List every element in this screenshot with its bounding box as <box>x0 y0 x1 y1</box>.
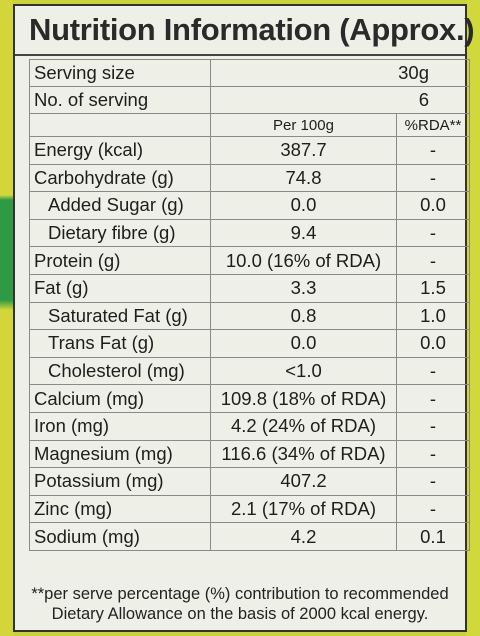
nutrient-value: 4.2 <box>210 522 397 551</box>
serving-count-row: No. of serving 6 <box>29 86 470 114</box>
nutrient-value: 407.2 <box>210 467 397 496</box>
nutrient-value: 116.6 (34% of RDA) <box>210 439 397 469</box>
nutrient-rda: - <box>396 163 470 193</box>
nutrient-value: 74.8 <box>210 163 397 193</box>
nutrient-rda: - <box>396 494 470 524</box>
nutrient-row: Potassium (mg) 407.2- <box>29 467 470 496</box>
nutrient-name: Energy (kcal) <box>29 136 211 165</box>
nutrient-row: Protein (g) 10.0 (16% of RDA) - <box>29 246 470 275</box>
nutrient-name: Protein (g) <box>29 246 211 275</box>
nutrient-value: 9.4 <box>210 218 397 248</box>
nutrient-row: Energy (kcal) 387.7- <box>29 136 470 165</box>
nutrient-row: Magnesium (mg) 116.6 (34% of RDA) - <box>29 439 470 469</box>
column-header-row: Per 100g %RDA** <box>29 113 470 137</box>
nutrient-rda: - <box>396 467 470 496</box>
footnote: **per serve percentage (%) contribution … <box>15 584 465 624</box>
nutrient-name: Saturated Fat (g) <box>29 301 211 331</box>
nutrient-row: Zinc (mg) 2.1 (17% of RDA) - <box>29 494 470 524</box>
nutrient-value: 10.0 (16% of RDA) <box>210 246 397 275</box>
nutrient-name: Magnesium (mg) <box>29 439 211 469</box>
nutrient-value: 0.0 <box>210 329 397 358</box>
nutrition-label: Nutrition Information (Approx.) Serving … <box>13 4 475 632</box>
nutrient-rda: - <box>396 356 470 386</box>
nutrient-value: 0.8 <box>210 301 397 331</box>
label-title: Nutrition Information (Approx.) <box>29 12 475 47</box>
nutrient-value: 109.8 (18% of RDA) <box>210 384 397 413</box>
nutrient-row: Iron (mg) 4.2 (24% of RDA) - <box>29 411 470 441</box>
nutrient-rda: - <box>396 218 470 248</box>
nutrient-value: 2.1 (17% of RDA) <box>210 494 397 524</box>
nutrient-rda: - <box>396 246 470 275</box>
nutrient-rda: 0.1 <box>396 522 470 551</box>
nutrient-rda: - <box>396 411 470 441</box>
nutrient-rda: 1.5 <box>396 273 470 303</box>
nutrient-row: Added Sugar (g) 0.0 0.0 <box>29 191 470 220</box>
nutrient-name: Added Sugar (g) <box>29 191 211 220</box>
nutrient-rda: 0.0 <box>396 191 470 220</box>
nutrient-rda: 0.0 <box>396 329 470 358</box>
nutrient-row: Trans Fat (g) 0.0 0.0 <box>29 329 470 358</box>
nutrition-table: Serving size 30g No. of serving 6 Per 10… <box>29 59 470 551</box>
footnote-line-1: **per serve percentage (%) contribution … <box>31 585 449 603</box>
label-title-bar: Nutrition Information (Approx.) <box>15 6 475 56</box>
nutrient-value: 4.2 (24% of RDA) <box>210 411 397 441</box>
nutrient-name: Fat (g) <box>29 273 211 303</box>
serving-size-value: 30g <box>210 59 470 87</box>
nutrient-value: 387.7 <box>210 136 397 165</box>
nutrient-name: Zinc (mg) <box>29 494 211 524</box>
nutrient-row: Saturated Fat (g) 0.8 1.0 <box>29 301 470 331</box>
nutrient-name: Iron (mg) <box>29 411 211 441</box>
serving-count-label: No. of serving <box>29 86 211 114</box>
serving-size-label: Serving size <box>29 59 211 87</box>
nutrient-rda: - <box>396 439 470 469</box>
nutrient-value: <1.0 <box>210 356 397 386</box>
serving-count-value: 6 <box>210 86 470 114</box>
header-rda: %RDA** <box>396 113 470 137</box>
nutrient-row: Carbohydrate (g) 74.8- <box>29 163 470 193</box>
header-per100: Per 100g <box>210 113 397 137</box>
nutrient-name: Sodium (mg) <box>29 522 211 551</box>
nutrient-rda: - <box>396 136 470 165</box>
nutrient-rda: 1.0 <box>396 301 470 331</box>
serving-size-row: Serving size 30g <box>29 59 470 87</box>
nutrient-value: 0.0 <box>210 191 397 220</box>
nutrient-name: Trans Fat (g) <box>29 329 211 358</box>
nutrient-value: 3.3 <box>210 273 397 303</box>
package-edge-right <box>466 0 480 636</box>
footnote-line-2: Dietary Allowance on the basis of 2000 k… <box>51 605 429 623</box>
package-edge-left <box>0 0 14 636</box>
nutrient-row: Dietary fibre (g) 9.4- <box>29 218 470 248</box>
nutrient-name: Carbohydrate (g) <box>29 163 211 193</box>
nutrient-row: Calcium (mg) 109.8 (18% of RDA) - <box>29 384 470 413</box>
nutrient-name: Cholesterol (mg) <box>29 356 211 386</box>
nutrient-name: Dietary fibre (g) <box>29 218 211 248</box>
header-blank <box>29 113 211 137</box>
nutrient-name: Calcium (mg) <box>29 384 211 413</box>
nutrient-name: Potassium (mg) <box>29 467 211 496</box>
nutrient-row: Fat (g) 3.3 1.5 <box>29 273 470 303</box>
nutrient-row: Sodium (mg) 4.2 0.1 <box>29 522 470 551</box>
nutrient-rda: - <box>396 384 470 413</box>
nutrient-row: Cholesterol (mg) <1.0- <box>29 356 470 386</box>
